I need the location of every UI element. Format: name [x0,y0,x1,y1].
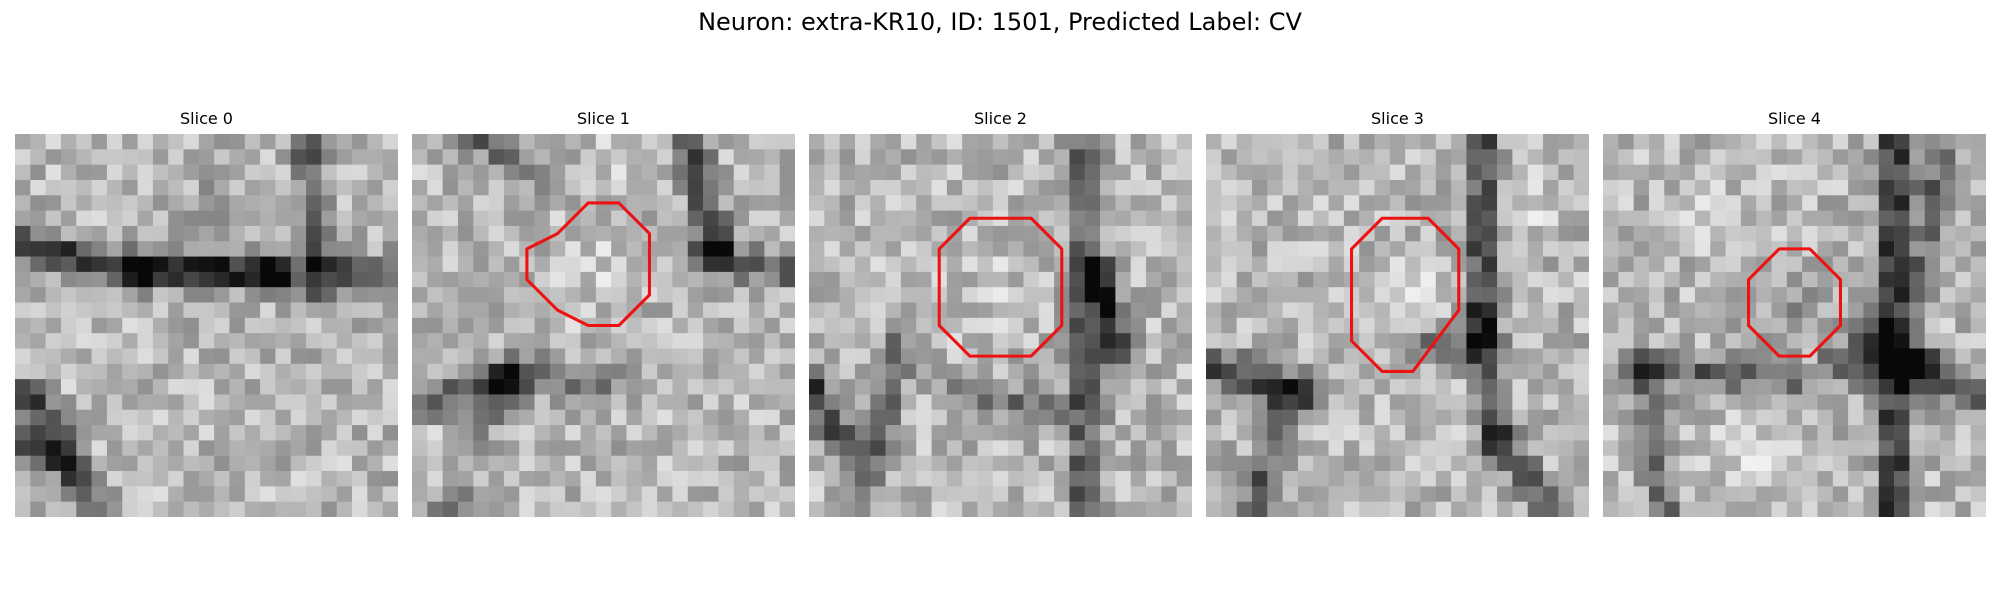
slice-panel-1: Slice 1 [412,110,795,517]
roi-contour [525,201,651,328]
slice-title: Slice 4 [1768,109,1821,128]
slice-panel-2: Slice 2 [809,110,1192,517]
slice-image-4 [1603,134,1986,517]
slice-panel-3: Slice 3 [1206,110,1589,517]
slice-image-1 [412,134,795,517]
roi-contour [937,216,1064,358]
slice-title: Slice 0 [180,109,233,128]
slice-title: Slice 1 [577,109,630,128]
slice-panel-0: Slice 0 [15,110,398,517]
slice-image-0 [15,134,398,517]
slice-title: Slice 2 [974,109,1027,128]
slice-image-2 [809,134,1192,517]
roi-contour [1350,216,1461,373]
slice-image-3 [1206,134,1589,517]
figure-title: Neuron: extra-KR10, ID: 1501, Predicted … [698,8,1302,36]
slice-panel-4: Slice 4 [1603,110,1986,517]
slice-title: Slice 3 [1371,109,1424,128]
roi-contour [1747,247,1842,358]
